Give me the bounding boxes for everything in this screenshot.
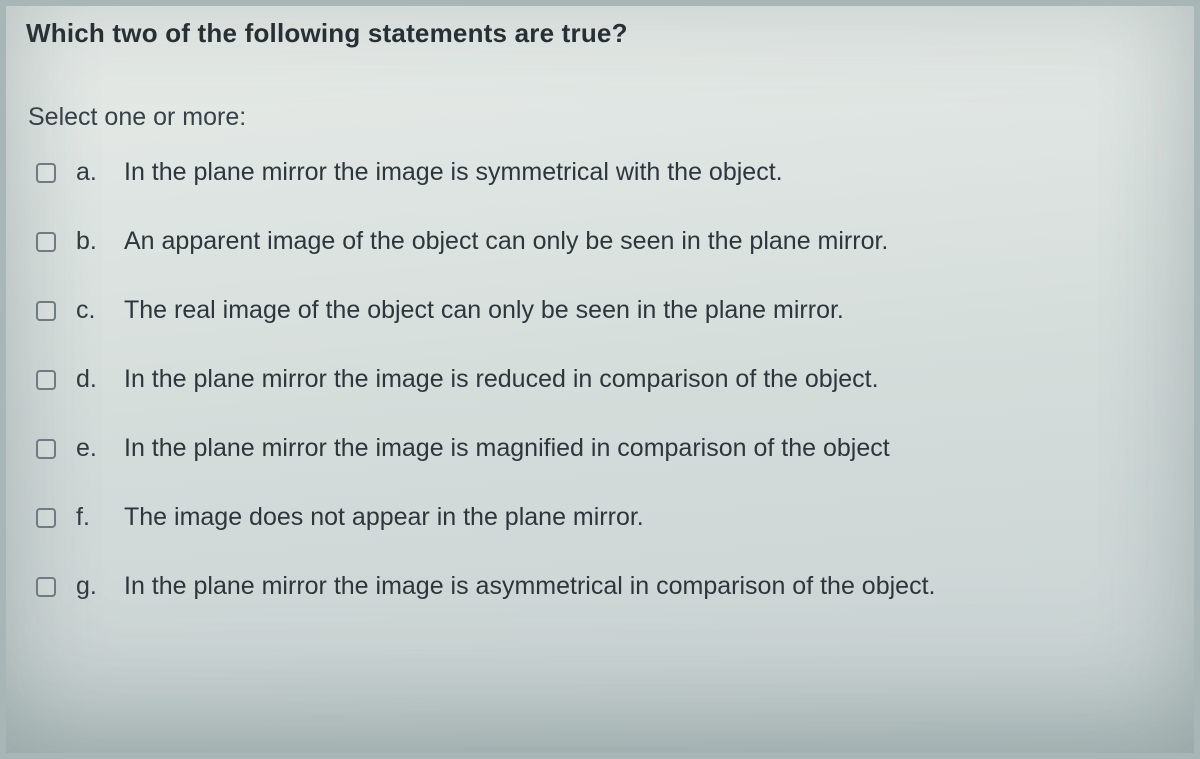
select-instruction: Select one or more: — [28, 103, 1174, 132]
option-text: An apparent image of the object can only… — [124, 227, 888, 256]
option-e[interactable]: e. In the plane mirror the image is magn… — [36, 434, 1174, 463]
option-f[interactable]: f. The image does not appear in the plan… — [36, 503, 1174, 532]
question-prompt: Which two of the following statements ar… — [26, 18, 1174, 49]
option-letter: a. — [76, 158, 104, 187]
option-b[interactable]: b. An apparent image of the object can o… — [36, 227, 1174, 256]
option-text: In the plane mirror the image is symmetr… — [124, 158, 783, 187]
option-letter: e. — [76, 434, 104, 463]
checkbox-d[interactable] — [36, 370, 56, 390]
option-text: In the plane mirror the image is reduced… — [124, 365, 879, 394]
option-letter: b. — [76, 227, 104, 256]
checkbox-a[interactable] — [36, 163, 56, 183]
option-c[interactable]: c. The real image of the object can only… — [36, 296, 1174, 325]
checkbox-f[interactable] — [36, 508, 56, 528]
option-letter: f. — [76, 503, 104, 532]
option-letter: c. — [76, 296, 104, 325]
checkbox-c[interactable] — [36, 301, 56, 321]
option-d[interactable]: d. In the plane mirror the image is redu… — [36, 365, 1174, 394]
option-letter: d. — [76, 365, 104, 394]
checkbox-e[interactable] — [36, 439, 56, 459]
checkbox-g[interactable] — [36, 577, 56, 597]
option-g[interactable]: g. In the plane mirror the image is asym… — [36, 572, 1174, 601]
option-letter: g. — [76, 572, 104, 601]
option-text: In the plane mirror the image is magnifi… — [124, 434, 890, 463]
option-text: The real image of the object can only be… — [124, 296, 844, 325]
option-text: In the plane mirror the image is asymmet… — [124, 572, 935, 601]
checkbox-b[interactable] — [36, 232, 56, 252]
option-a[interactable]: a. In the plane mirror the image is symm… — [36, 158, 1174, 187]
option-text: The image does not appear in the plane m… — [124, 503, 644, 532]
options-list: a. In the plane mirror the image is symm… — [36, 158, 1174, 601]
